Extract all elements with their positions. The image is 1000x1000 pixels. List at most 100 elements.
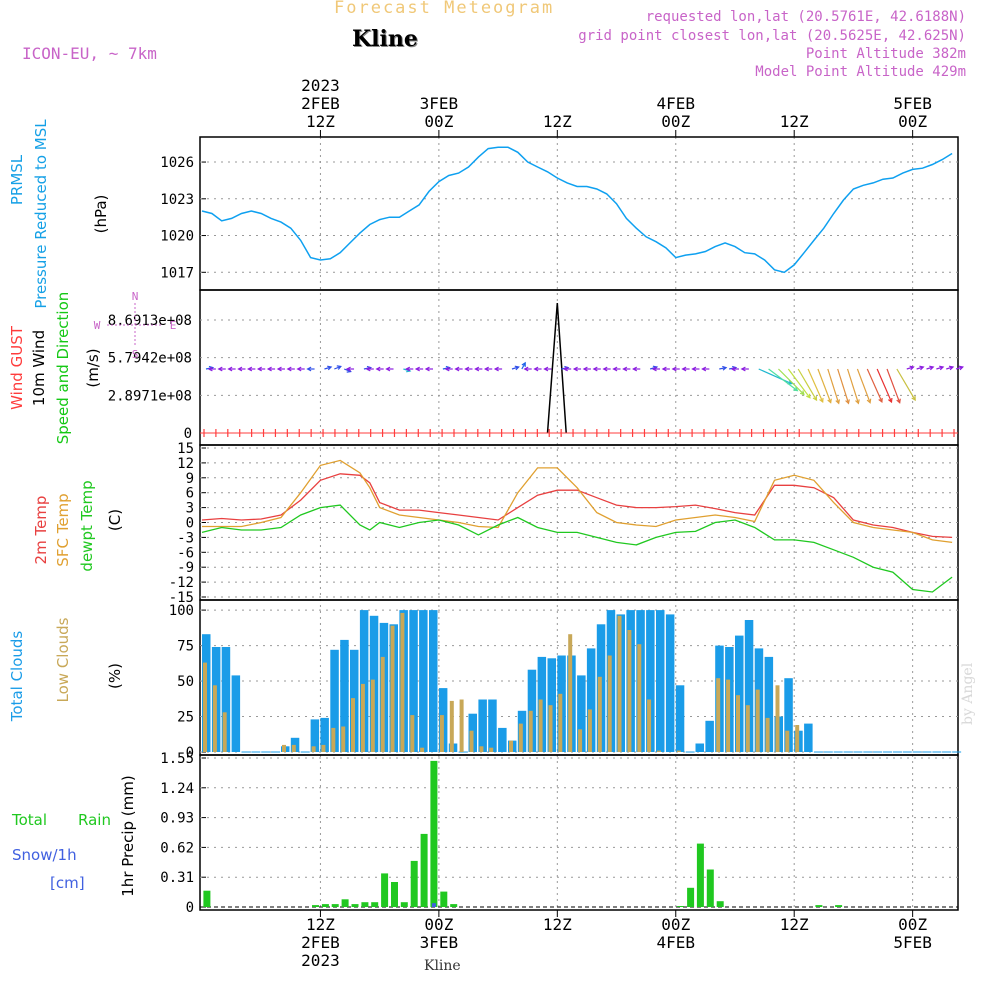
precip-snow-unit: [cm] (50, 874, 85, 892)
rain-bar (440, 891, 448, 907)
wind-arrow (846, 368, 859, 404)
wind-arrow-head (740, 366, 746, 372)
compass-s: S (132, 348, 139, 361)
cloud-low-bar (755, 689, 760, 752)
panel-frame-pressure (199, 136, 959, 291)
wind-arrow-head (543, 366, 549, 372)
wind-arrow-head (444, 366, 450, 372)
top-time-label: 4FEB (656, 94, 695, 113)
cloud-total-bar (735, 635, 744, 752)
requested-coords: requested lon,lat (20.5761E, 42.6188N) (645, 9, 966, 25)
cloud-total-bar (646, 610, 655, 752)
wind-arrow-head (835, 399, 840, 405)
temp-unit: (C) (106, 509, 124, 531)
compass-e: E (170, 319, 177, 332)
wind-arrow-head (939, 365, 945, 371)
cloud-low-bar (400, 612, 405, 752)
rain-bar (410, 860, 418, 907)
y-tick-label: -15 (169, 590, 194, 606)
cloud-total-bar (547, 658, 556, 752)
wind-arrow-head (671, 366, 677, 372)
rain-bar (400, 902, 408, 907)
location-title: Kline (352, 26, 418, 52)
cloud-total-bar (577, 675, 586, 752)
cloud-total-bar (695, 743, 704, 752)
cloud-low-bar (627, 630, 632, 752)
wind-arrow-head (483, 366, 489, 372)
cloud-low-bar (775, 685, 780, 752)
top-time-label: 12Z (306, 112, 335, 131)
wind-arrow-head (866, 398, 872, 404)
bottom-time-label: 00Z (661, 915, 690, 934)
cloud-total-bar (359, 610, 369, 752)
wind-arrow-head (911, 395, 916, 402)
cloud-low-bar (341, 726, 346, 752)
bottom-time-label: 00Z (424, 915, 453, 934)
cloud-low-bar (469, 730, 474, 752)
top-time-label: 00Z (661, 112, 690, 131)
cloud-total-bar (705, 720, 714, 752)
y-tick-label: 1017 (160, 265, 194, 281)
bottom-time-label: 12Z (780, 915, 809, 934)
wind-10m-label: 10m Wind (30, 330, 48, 406)
wind-arrow-head (730, 366, 736, 372)
wind-arrow (837, 368, 850, 404)
cloud-total-bar (340, 639, 349, 752)
wind-arrow (856, 368, 871, 403)
model-label: ICON-EU, ~ 7km (22, 44, 157, 63)
rain-bar (835, 905, 843, 907)
cloud-low-bar (222, 712, 227, 752)
rain-bar (341, 899, 349, 907)
temp-dew-label: dewpt Temp (78, 480, 96, 571)
wind-arrow-head (793, 386, 799, 392)
cloud-total-bar (429, 610, 438, 752)
wind-arrow-head (651, 366, 657, 372)
cloud-total-bar (804, 723, 813, 752)
cloud-low-bar (795, 725, 800, 752)
rain-bar (716, 901, 724, 907)
wind-gust-line (546, 302, 567, 434)
cloud-total-bar (665, 614, 675, 752)
cloud-total-bar (498, 727, 507, 752)
y-tick-label: 0 (186, 745, 194, 761)
wind-arrow-head (948, 365, 955, 371)
cloud-low-bar (676, 750, 681, 752)
wind-arrow-head (896, 398, 901, 404)
cloud-total-bar (478, 699, 487, 752)
y-tick-label: 1026 (160, 155, 194, 171)
cloud-low-bar (785, 730, 790, 752)
cloud-low-bar (370, 679, 375, 752)
wind-arrow-head (602, 366, 608, 372)
y-tick-label: 5.7942e+08 (108, 351, 192, 367)
cloud-total-bar (330, 649, 339, 752)
wind-arrow-head (812, 395, 818, 402)
wind-arrow-head (582, 366, 588, 372)
wind-arrow-head (878, 397, 883, 404)
cloud-total-bar (656, 610, 665, 752)
pressure-label-sub: Pressure Reduced to MSL (32, 119, 50, 309)
wind-arrow (807, 368, 824, 403)
y-tick-label: -6 (177, 545, 194, 561)
wind-arrow (827, 368, 840, 404)
cloud-low-bar (420, 747, 425, 752)
precip-unit: 1hr Precip (mm) (119, 775, 137, 896)
wind-arrow-head (562, 366, 568, 372)
rain-bar (815, 905, 823, 907)
rain-bar (687, 887, 695, 907)
top-time-label: 2023 (301, 76, 340, 95)
wind-arrow (876, 368, 893, 403)
wind-arrow-head (632, 366, 638, 372)
cloud-total-bar (784, 678, 793, 752)
cloud-low-bar (607, 655, 612, 752)
wind-arrow-head (454, 366, 460, 372)
top-time-label: 5FEB (893, 94, 932, 113)
rain-bar (321, 904, 329, 907)
cloud-total-bar (586, 648, 596, 752)
wind-arrow-head (929, 365, 935, 371)
bottom-time-label: 12Z (543, 915, 572, 934)
wind-arrow-head (855, 399, 860, 405)
wind-arrow-head (661, 366, 667, 372)
y-tick-label: 1.55 (160, 751, 194, 767)
wind-arrow-head (612, 366, 618, 372)
wind-dir-label: Speed and Direction (54, 292, 72, 445)
